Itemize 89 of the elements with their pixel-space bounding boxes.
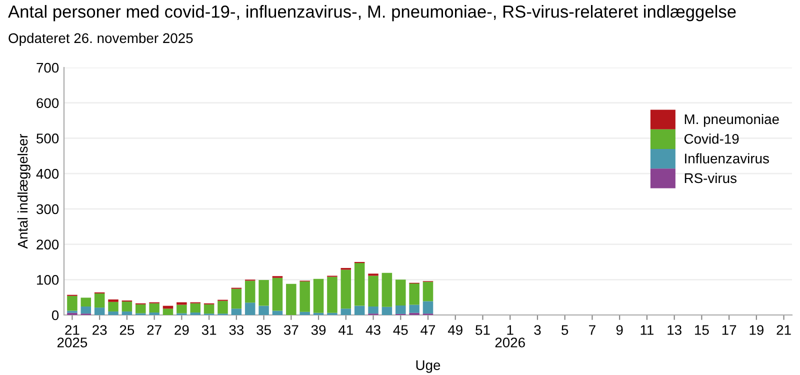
legend-label: M. pneumoniae [684, 114, 779, 127]
x-tick-label: 21 [65, 325, 80, 335]
x-tick-label: 11 [640, 325, 654, 335]
bar [67, 296, 78, 311]
bar [382, 272, 392, 307]
y-tick-label: 100 [37, 274, 59, 285]
bar [396, 280, 406, 306]
bar [80, 298, 92, 307]
y-tick-label: 500 [36, 134, 59, 144]
legend-label: Influenzavirus [685, 153, 769, 164]
bar [162, 308, 174, 315]
x-tick-label: 9 [616, 325, 623, 335]
bar [340, 270, 352, 309]
bar [218, 300, 228, 314]
bar [354, 263, 365, 306]
bar [409, 304, 420, 313]
bar [300, 281, 310, 312]
x-tick-label: 39 [311, 325, 326, 335]
bar [368, 276, 378, 307]
x-tick-label: 25 [120, 325, 134, 335]
x-tick-label: 23 [92, 325, 107, 335]
y-tick-label: 0 [52, 310, 59, 320]
bar [149, 303, 160, 313]
x-tick-label: 51 [476, 325, 490, 335]
y-tick-label: 700 [36, 62, 59, 73]
bar [80, 306, 92, 314]
x-tick-label: 3 [534, 325, 541, 335]
x-tick-label: 35 [256, 325, 271, 335]
bar [108, 302, 118, 312]
bar [258, 280, 269, 306]
x-tick-label: 49 [448, 325, 462, 335]
y-axis-title: Antal indlæggelser [17, 134, 30, 249]
x-tick-label: 5 [562, 325, 568, 335]
bar [422, 282, 434, 302]
y-tick-label: 200 [36, 240, 59, 250]
y-tick-label: 600 [36, 98, 59, 108]
x-tick-label: 29 [174, 325, 189, 335]
x-tick-label: 45 [393, 325, 408, 335]
bar [94, 308, 105, 315]
bar [108, 299, 118, 302]
x-tick-label: 41 [338, 325, 353, 335]
x-tick-label: 7 [589, 325, 596, 335]
bar [368, 306, 378, 314]
bar [382, 306, 392, 315]
y-tick-label: 400 [36, 168, 59, 179]
x-tick-label: 33 [229, 325, 244, 335]
x-tick-label: 17 [722, 325, 736, 335]
bar [327, 276, 338, 313]
bar [396, 305, 406, 314]
bar [313, 278, 324, 313]
text: 2025 [57, 338, 88, 348]
x-tick-label: 15 [695, 325, 709, 335]
x-tick-label: 31 [202, 325, 216, 335]
bar [422, 301, 434, 314]
bar [122, 311, 132, 315]
bar [244, 280, 256, 303]
x-tick-label: 13 [668, 325, 682, 335]
x-tick-label: 37 [284, 325, 298, 335]
x-tick-label: 1 [507, 325, 514, 335]
chart-subtitle: Opdateret 26. november 2025 [8, 32, 193, 46]
legend-label: Covid-19 [684, 134, 739, 144]
bar [272, 310, 283, 315]
bar [272, 278, 283, 311]
bar [409, 284, 420, 305]
bar [258, 306, 269, 315]
bar [136, 304, 146, 314]
legend-label: RS-virus [684, 172, 737, 184]
bar [300, 312, 310, 315]
bar [231, 308, 242, 315]
y-tick-label: 300 [36, 204, 59, 214]
x-axis-title: Uge [416, 360, 440, 373]
bar [190, 303, 200, 313]
bar [176, 304, 187, 314]
bar [204, 304, 214, 314]
bar [108, 311, 118, 315]
bar [94, 293, 105, 308]
chart-title: Antal personer med covid-19-, influenzavirus-, M. pneumoniae-, RS-virus-relateret indlæggelse [8, 5, 736, 22]
bar [244, 302, 256, 315]
text: 2026 [495, 338, 525, 348]
bar [340, 308, 352, 315]
x-tick-label: 21 [776, 325, 791, 335]
bar [122, 302, 132, 312]
bar [286, 284, 296, 315]
x-tick-label: 43 [366, 325, 380, 335]
x-tick-label: 47 [420, 325, 436, 335]
bar [231, 288, 242, 309]
x-tick-label: 27 [147, 325, 162, 335]
x-tick-label: 19 [750, 325, 764, 335]
bar [354, 306, 365, 315]
